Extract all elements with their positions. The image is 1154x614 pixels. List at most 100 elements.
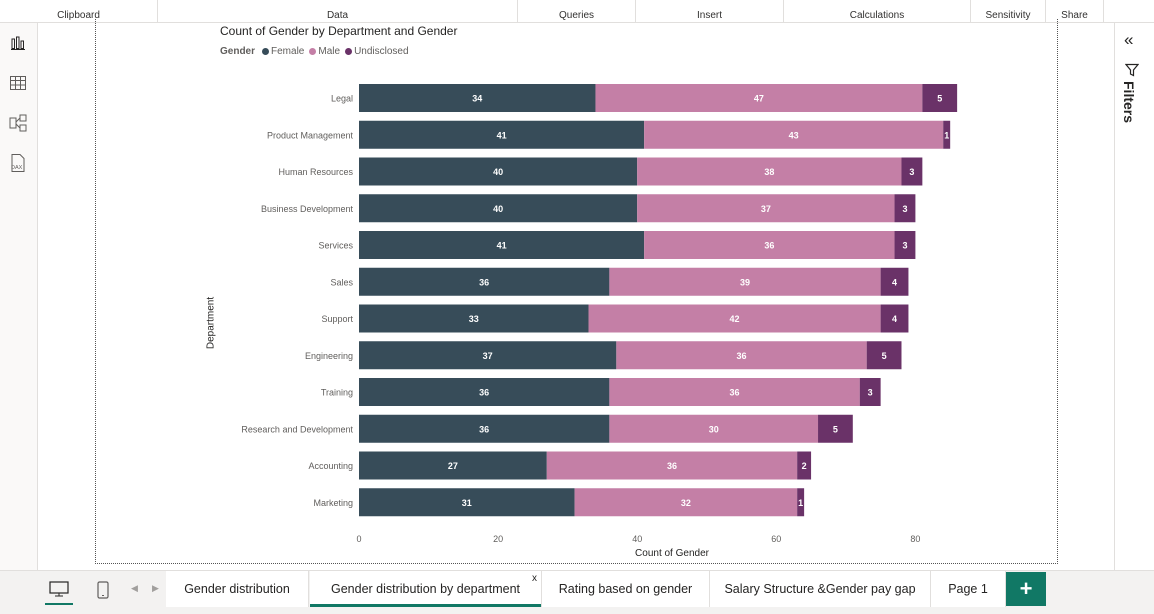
- bar-undisclosed[interactable]: [880, 304, 909, 333]
- bar-undisclosed[interactable]: [859, 378, 881, 406]
- bar-undisclosed[interactable]: [894, 194, 916, 223]
- add-page-button[interactable]: +: [1006, 572, 1046, 606]
- bar-male[interactable]: [588, 304, 881, 333]
- ribbon-group-share: Share: [1046, 0, 1104, 22]
- report-view-button[interactable]: [7, 32, 29, 54]
- bar-male[interactable]: [609, 267, 881, 296]
- data-label: 5: [833, 424, 838, 434]
- chart-visual[interactable]: [95, 19, 1058, 564]
- bar-female[interactable]: [359, 194, 638, 223]
- y-tick-label: Training: [321, 388, 353, 398]
- bar-female[interactable]: [359, 341, 617, 370]
- funnel-icon: [1125, 63, 1139, 77]
- bar-undisclosed[interactable]: [901, 157, 923, 186]
- report-canvas: Count of Gender by Department and Gender…: [38, 19, 1114, 570]
- data-label: 3: [902, 241, 907, 251]
- ribbon-group-label: Clipboard: [57, 10, 100, 21]
- bar-female[interactable]: [359, 157, 638, 186]
- page-tab-label: Gender distribution: [184, 582, 290, 596]
- y-tick-label: Legal: [331, 94, 353, 104]
- bar-male[interactable]: [609, 378, 860, 406]
- bar-male[interactable]: [644, 120, 944, 149]
- bar-male[interactable]: [574, 488, 798, 517]
- ribbon-group-label: Insert: [696, 10, 722, 21]
- bar-chart-icon: [11, 36, 25, 50]
- filters-pane[interactable]: « Filters: [1114, 23, 1154, 570]
- scroll-tabs-right-icon[interactable]: ▶: [152, 583, 159, 593]
- ribbon-group-data: Data: [158, 0, 518, 22]
- bar-female[interactable]: [359, 267, 610, 296]
- ribbon-group-insert: Insert: [636, 0, 784, 22]
- y-tick-label: Engineering: [305, 351, 353, 361]
- bar-undisclosed[interactable]: [922, 84, 958, 112]
- y-tick-label: Research and Development: [241, 424, 353, 434]
- page-tab[interactable]: Salary Structure &Gender pay gap: [710, 571, 931, 607]
- page-tab[interactable]: Gender distribution: [166, 571, 309, 607]
- bar-undisclosed[interactable]: [797, 451, 812, 480]
- legend-item-female[interactable]: Female: [262, 46, 304, 57]
- data-label: 5: [882, 351, 887, 361]
- filters-label: Filters: [1121, 81, 1137, 124]
- legend-item-male[interactable]: Male: [309, 46, 340, 57]
- data-view-button[interactable]: [7, 72, 29, 94]
- bar-female[interactable]: [359, 451, 547, 480]
- bar-male[interactable]: [637, 194, 895, 223]
- data-label: 38: [764, 167, 774, 177]
- bar-female[interactable]: [359, 378, 610, 406]
- legend-swatch: [345, 48, 353, 55]
- page-tab-active[interactable]: Gender distribution by department x: [310, 571, 542, 607]
- desktop-layout-button[interactable]: [45, 575, 73, 605]
- data-label: 36: [667, 461, 677, 471]
- page-tab-label: Rating based on gender: [558, 582, 693, 596]
- data-label: 37: [761, 204, 771, 214]
- bar-male[interactable]: [546, 451, 798, 480]
- data-label: 43: [789, 130, 799, 140]
- model-view-button[interactable]: [7, 112, 29, 134]
- chart-title: Count of Gender by Department and Gender: [220, 24, 458, 38]
- data-label: 1: [944, 130, 949, 140]
- bar-male[interactable]: [595, 84, 923, 112]
- bar-female[interactable]: [359, 231, 645, 259]
- data-label: 27: [448, 461, 458, 471]
- bar-female[interactable]: [359, 120, 645, 149]
- bar-female[interactable]: [359, 414, 610, 443]
- bar-male[interactable]: [616, 341, 867, 370]
- bar-undisclosed[interactable]: [943, 120, 951, 149]
- ribbon-group-queries: Queries: [518, 0, 636, 22]
- ribbon-group-clipboard: Clipboard: [0, 0, 158, 22]
- x-tick-label: 0: [356, 534, 361, 544]
- bar-female[interactable]: [359, 304, 589, 333]
- data-label: 47: [754, 94, 764, 104]
- page-tab-label: Gender distribution by department: [331, 582, 520, 596]
- bar-undisclosed[interactable]: [797, 488, 805, 517]
- bar-undisclosed[interactable]: [894, 231, 916, 259]
- scroll-tabs-left-icon[interactable]: ◀: [131, 583, 138, 593]
- dax-icon: DAX: [11, 154, 25, 172]
- bar-female[interactable]: [359, 84, 596, 112]
- expand-filters-icon[interactable]: «: [1124, 30, 1134, 49]
- data-label: 30: [709, 424, 719, 434]
- legend-label: Female: [271, 46, 305, 57]
- data-label: 41: [497, 241, 507, 251]
- data-label: 34: [472, 94, 482, 104]
- data-label: 1: [798, 498, 803, 508]
- y-tick-label: Human Resources: [278, 167, 353, 177]
- bar-undisclosed[interactable]: [866, 341, 902, 370]
- page-tab[interactable]: Page 1: [931, 571, 1006, 607]
- svg-text:DAX: DAX: [11, 165, 23, 171]
- y-tick-label: Support: [321, 314, 353, 324]
- dax-query-view-button[interactable]: DAX: [7, 152, 29, 174]
- data-label: 39: [740, 277, 750, 287]
- bar-female[interactable]: [359, 488, 575, 517]
- close-tab-icon[interactable]: x: [532, 573, 537, 584]
- mobile-layout-button[interactable]: [89, 575, 117, 605]
- bar-undisclosed[interactable]: [818, 414, 853, 443]
- bar-male[interactable]: [644, 231, 895, 259]
- bar-male[interactable]: [609, 414, 819, 443]
- bar-male[interactable]: [637, 157, 902, 186]
- y-tick-label: Services: [318, 241, 353, 251]
- bar-undisclosed[interactable]: [880, 267, 909, 296]
- legend-item-undisclosed[interactable]: Undisclosed: [345, 46, 409, 57]
- data-label: 31: [462, 498, 472, 508]
- page-tab[interactable]: Rating based on gender: [542, 571, 710, 607]
